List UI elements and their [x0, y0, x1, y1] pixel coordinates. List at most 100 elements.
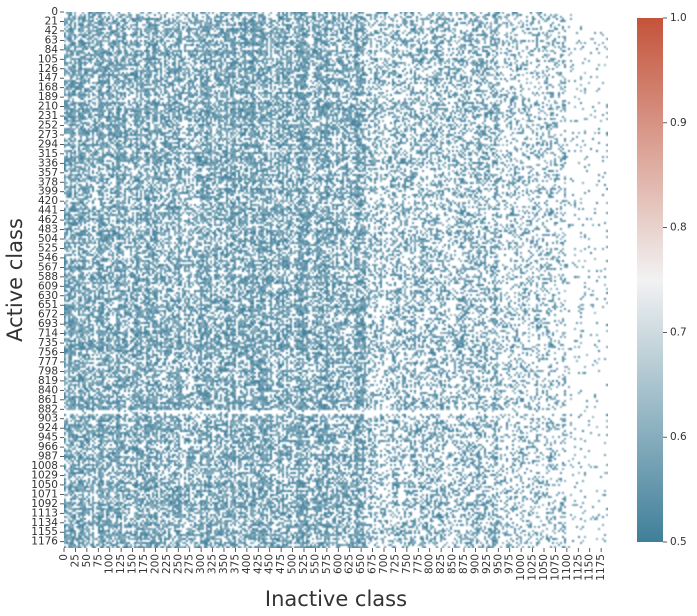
x-tick-label: 950	[492, 554, 504, 574]
y-tick-label: 0	[51, 6, 58, 18]
colorbar-tick-label: 0.5	[670, 536, 687, 548]
y-tick-label: 1092	[31, 498, 58, 510]
y-tick-label: 777	[38, 356, 58, 368]
y-tick-label: 756	[38, 347, 58, 359]
y-tick-label: 861	[38, 394, 58, 406]
colorbar-tick-label: 0.6	[670, 431, 687, 443]
x-tick-label: 925	[481, 554, 493, 574]
y-tick-label: 567	[38, 261, 58, 273]
x-tick-label: 50	[81, 554, 93, 567]
y-tick-label: 378	[38, 176, 58, 188]
x-tick-label: 800	[424, 554, 436, 574]
x-tick-label: 0	[58, 554, 70, 561]
y-tick-label: 630	[38, 290, 58, 302]
x-tick-label: 675	[367, 554, 379, 574]
x-tick-label: 1025	[527, 554, 539, 581]
x-tick-label: 300	[195, 554, 207, 574]
y-tick-label: 693	[38, 318, 58, 330]
y-tick-label: 525	[38, 242, 58, 254]
y-tick-label: 903	[38, 413, 58, 425]
x-axis-title: Inactive class	[265, 587, 407, 611]
x-tick-label: 550	[309, 554, 321, 574]
x-tick-label: 1175	[595, 554, 607, 581]
x-tick-label: 650	[355, 554, 367, 574]
y-tick-label: 63	[45, 34, 58, 46]
y-tick-label: 315	[38, 148, 58, 160]
y-tick-label: 462	[38, 214, 58, 226]
colorbar-tick-label: 0.9	[670, 117, 687, 129]
y-tick-label: 1176	[31, 536, 58, 548]
x-tick-label: 400	[241, 554, 253, 574]
x-tick-label: 575	[321, 554, 333, 574]
x-tick-label: 100	[104, 554, 116, 574]
y-tick-label: 399	[38, 186, 58, 198]
y-tick-label: 1155	[31, 526, 58, 538]
x-tick-label: 75	[92, 554, 104, 567]
x-tick-label: 1150	[584, 554, 596, 581]
colorbar-tick-label: 0.8	[670, 222, 687, 234]
y-tick-label: 609	[38, 280, 58, 292]
y-tick-label: 441	[38, 205, 58, 217]
y-tick-label: 189	[38, 91, 58, 103]
y-axis-ticks: 0214263841051261471681892102312522732943…	[31, 6, 64, 548]
y-tick-label: 294	[38, 138, 58, 150]
x-tick-label: 475	[275, 554, 287, 574]
colorbar-gradient	[637, 18, 663, 542]
x-tick-label: 25	[69, 554, 81, 567]
y-tick-label: 105	[38, 53, 58, 65]
y-tick-label: 21	[45, 15, 58, 27]
y-tick-label: 819	[38, 375, 58, 387]
y-tick-label: 42	[45, 25, 58, 37]
y-tick-label: 588	[38, 271, 58, 283]
x-tick-label: 1000	[515, 554, 527, 581]
colorbar-tick-label: 0.7	[670, 326, 687, 338]
x-axis-ticks: 0 25 50 75 100 125 150 175 200 225 250 275 300 325 350…	[58, 548, 607, 581]
x-tick-label: 525	[298, 554, 310, 574]
x-tick-label: 425	[252, 554, 264, 574]
y-tick-label: 84	[45, 44, 59, 56]
y-tick-label: 840	[38, 384, 58, 396]
y-axis-title: Active class	[3, 218, 27, 342]
heatmap-cell-texture	[64, 12, 608, 548]
x-tick-label: 750	[401, 554, 413, 574]
colorbar: 0.5 0.6 0.7 0.8 0.9 1.0	[637, 12, 687, 548]
y-tick-label: 966	[38, 441, 58, 453]
y-tick-label: 210	[38, 101, 58, 113]
colorbar-ticks: 0.5 0.6 0.7 0.8 0.9 1.0	[663, 12, 687, 548]
x-tick-label: 225	[161, 554, 173, 574]
x-tick-label: 250	[172, 554, 184, 574]
y-tick-label: 798	[38, 365, 58, 377]
y-tick-label: 672	[38, 309, 58, 321]
x-tick-label: 125	[115, 554, 127, 574]
x-tick-label: 275	[184, 554, 196, 574]
y-tick-label: 1134	[31, 517, 58, 529]
heatmap-cells	[64, 12, 608, 548]
y-tick-label: 147	[38, 72, 58, 84]
x-tick-label: 850	[447, 554, 459, 574]
y-tick-label: 945	[38, 432, 58, 444]
y-tick-label: 168	[38, 82, 58, 94]
y-tick-label: 1008	[31, 460, 58, 472]
x-tick-label: 900	[469, 554, 481, 574]
y-tick-label: 126	[38, 63, 58, 75]
heatmap-area	[64, 12, 608, 548]
x-tick-label: 825	[435, 554, 447, 574]
x-tick-label: 450	[264, 554, 276, 574]
y-tick-label: 231	[38, 110, 58, 122]
x-tick-label: 1100	[561, 554, 573, 581]
y-tick-label: 252	[38, 120, 58, 132]
y-tick-label: 882	[38, 403, 58, 415]
y-tick-label: 420	[38, 195, 58, 207]
y-tick-label: 336	[38, 157, 58, 169]
x-tick-label: 625	[344, 554, 356, 574]
y-tick-label: 714	[38, 328, 58, 340]
y-tick-label: 483	[38, 224, 58, 236]
x-tick-label: 500	[287, 554, 299, 574]
y-tick-label: 987	[38, 451, 58, 463]
x-tick-label: 175	[138, 554, 150, 574]
y-tick-label: 504	[38, 233, 58, 245]
y-tick-label: 1050	[31, 479, 58, 491]
y-tick-label: 273	[38, 129, 58, 141]
y-tick-label: 357	[38, 167, 58, 179]
y-tick-label: 1113	[31, 507, 58, 519]
